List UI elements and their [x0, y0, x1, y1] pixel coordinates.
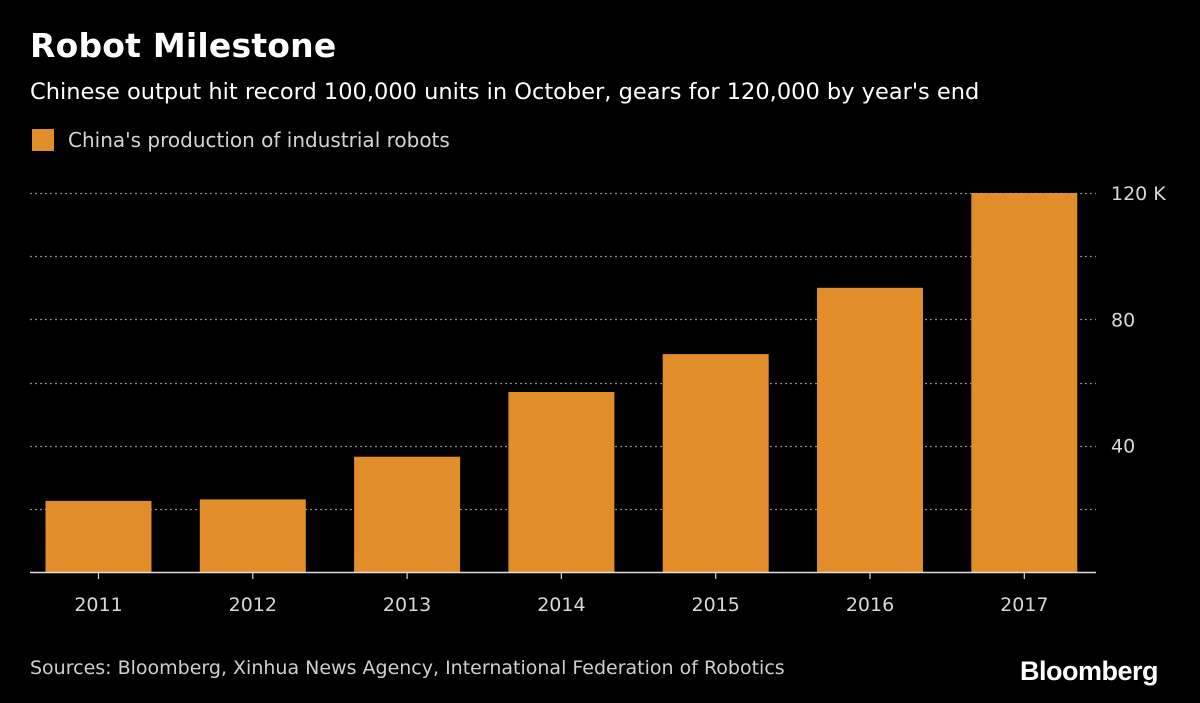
chart-subtitle: Chinese output hit record 100,000 units … — [30, 79, 980, 105]
x-tick-label: 2014 — [537, 594, 585, 616]
y-tick-label: 80 — [1111, 309, 1135, 331]
legend-swatch — [32, 129, 54, 151]
x-tick-label: 2013 — [383, 594, 431, 616]
y-tick-label: 40 — [1111, 436, 1135, 458]
chart-title: Robot Milestone — [30, 26, 337, 65]
x-tick-label: 2016 — [846, 594, 894, 616]
x-tick-label: 2017 — [1000, 594, 1048, 616]
chart-legend: China's production of industrial robots — [32, 128, 450, 152]
source-note: Sources: Bloomberg, Xinhua News Agency, … — [30, 657, 785, 679]
bar-2017 — [971, 193, 1078, 572]
y-tick-label: 120 K — [1111, 183, 1166, 205]
axis-layer — [30, 571, 1096, 579]
x-tick-label: 2011 — [74, 594, 122, 616]
bar-2015 — [662, 354, 769, 572]
bar-2012 — [199, 499, 306, 572]
bar-2014 — [508, 392, 615, 572]
label-layer: 2011 2012 2013 2014 2015 2016 2017 40 80 120 K — [74, 183, 1166, 616]
legend-label: China's production of industrial robots — [68, 128, 450, 152]
bar-2013 — [354, 456, 461, 572]
x-tick-label: 2012 — [229, 594, 277, 616]
bar-2016 — [817, 287, 923, 573]
x-tick-label: 2015 — [692, 594, 740, 616]
bar-2011 — [45, 500, 152, 572]
bloomberg-logo: Bloomberg — [1019, 656, 1159, 686]
bar-layer — [45, 193, 1078, 573]
